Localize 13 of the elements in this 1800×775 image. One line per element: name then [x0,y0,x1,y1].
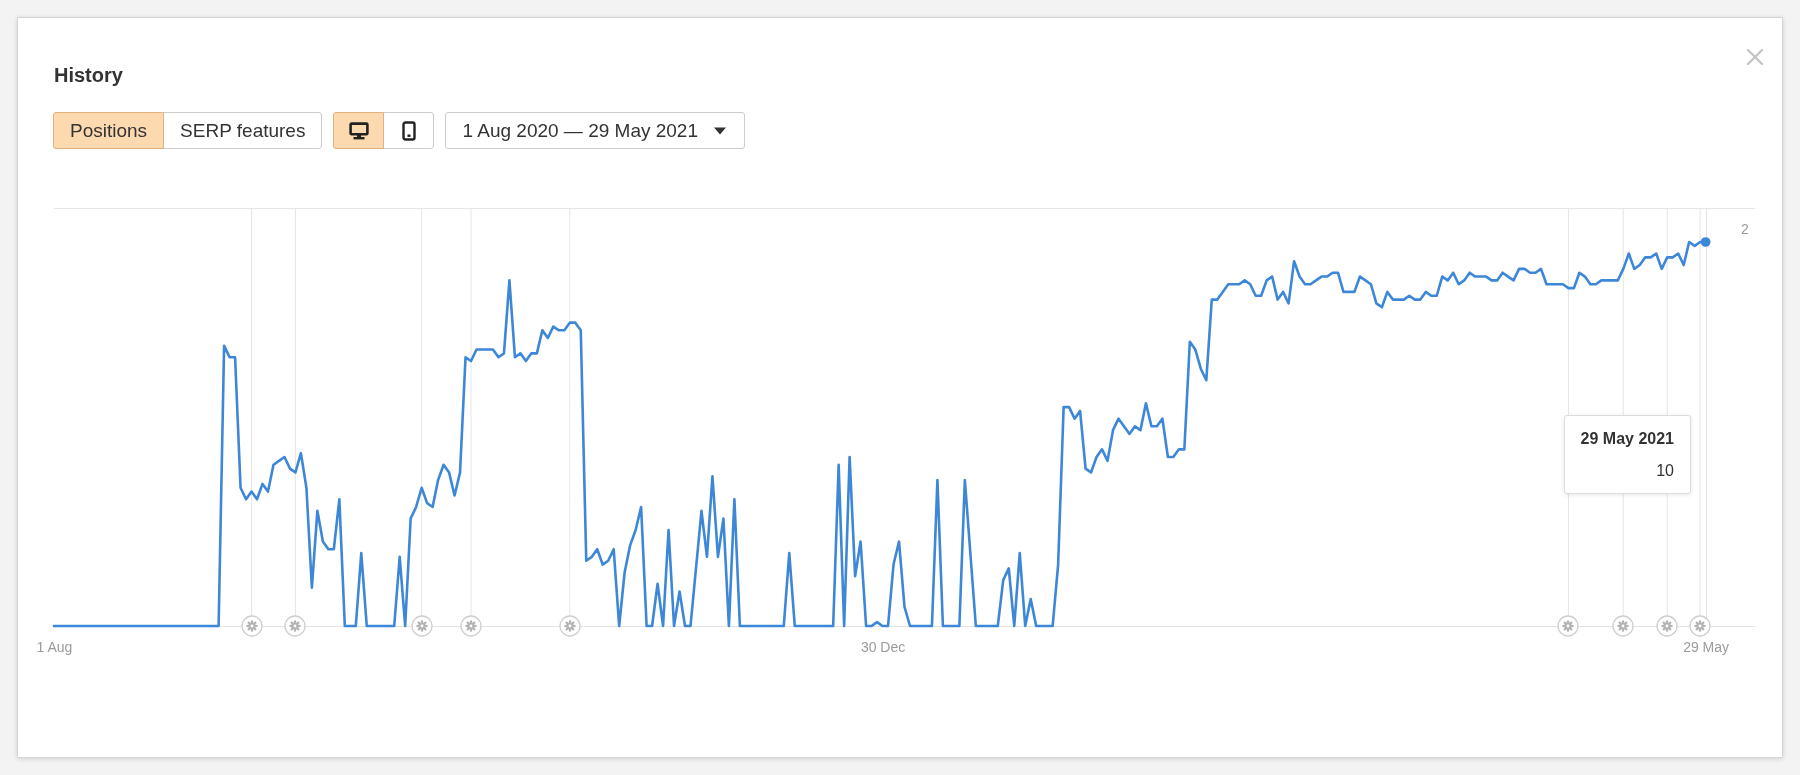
x-tick-label: 1 Aug [36,638,73,655]
tab-button[interactable]: SERP features [163,112,323,149]
toggle-button[interactable] [383,112,435,149]
tab-button[interactable]: Positions [53,112,165,149]
toggle-button[interactable] [333,112,385,149]
chart-title: History [54,64,123,87]
text: 2 [1741,221,1749,237]
tooltip: 29 May 2021 10 [1563,414,1691,494]
x-tick-label: 29 May [1683,638,1730,655]
annotation: 29 May 2021 [1580,429,1675,448]
annotation: 10 [1655,461,1675,480]
x-tick-label: 30 Dec [860,638,906,655]
dropdown[interactable]: 1 Aug 2020 — 29 May 2021 [445,112,745,149]
